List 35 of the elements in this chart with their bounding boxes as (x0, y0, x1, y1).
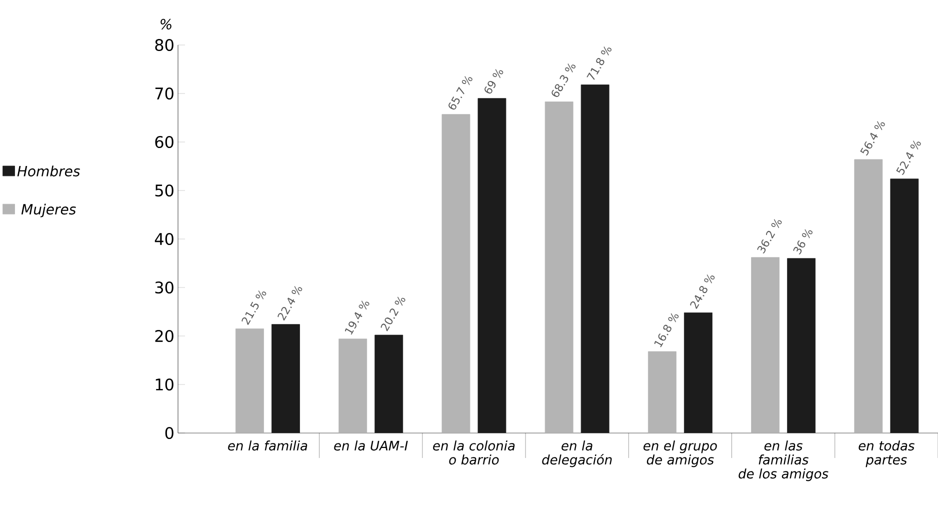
legend-label: Hombres (17, 166, 80, 176)
y-tick-label: 30 (155, 281, 174, 294)
x-tick-label: en la colonia o barrio (433, 440, 515, 465)
bar (374, 334, 404, 433)
bar (890, 178, 919, 433)
bar (338, 338, 368, 433)
bar (787, 258, 816, 433)
y-tick-label: 70 (155, 87, 174, 100)
x-tick-label: en las familias de los amigos (738, 440, 828, 482)
bar (751, 257, 780, 433)
y-tick-label: 10 (156, 378, 174, 391)
bar (854, 159, 883, 433)
y-tick-label: 50 (155, 184, 174, 197)
bar (684, 312, 712, 433)
data-label: 36 % (793, 229, 813, 255)
bar (544, 102, 574, 433)
x-tick-label: en todas partes (858, 440, 914, 468)
y-tick-label: 60 (155, 136, 174, 148)
x-tick-label: en la familia (228, 440, 308, 451)
bar (648, 351, 676, 433)
y-tick-label: 20 (155, 330, 174, 342)
bar (272, 324, 300, 433)
x-tick-label: en la UAM-I (334, 440, 408, 451)
x-tick-label: en la delegación (542, 440, 612, 468)
legend-label: Mujeres (21, 204, 76, 218)
bar (478, 98, 506, 433)
bar (580, 84, 610, 433)
y-tick-label: 80 (155, 38, 174, 52)
data-label: 69 % (484, 69, 504, 94)
bar (236, 328, 264, 433)
x-tick-label: en el grupo de amigos (644, 440, 717, 468)
y-axis-title: % (160, 18, 172, 30)
bar (442, 114, 470, 433)
y-tick-label: 40 (154, 232, 174, 246)
y-tick-label: 0 (165, 426, 174, 440)
